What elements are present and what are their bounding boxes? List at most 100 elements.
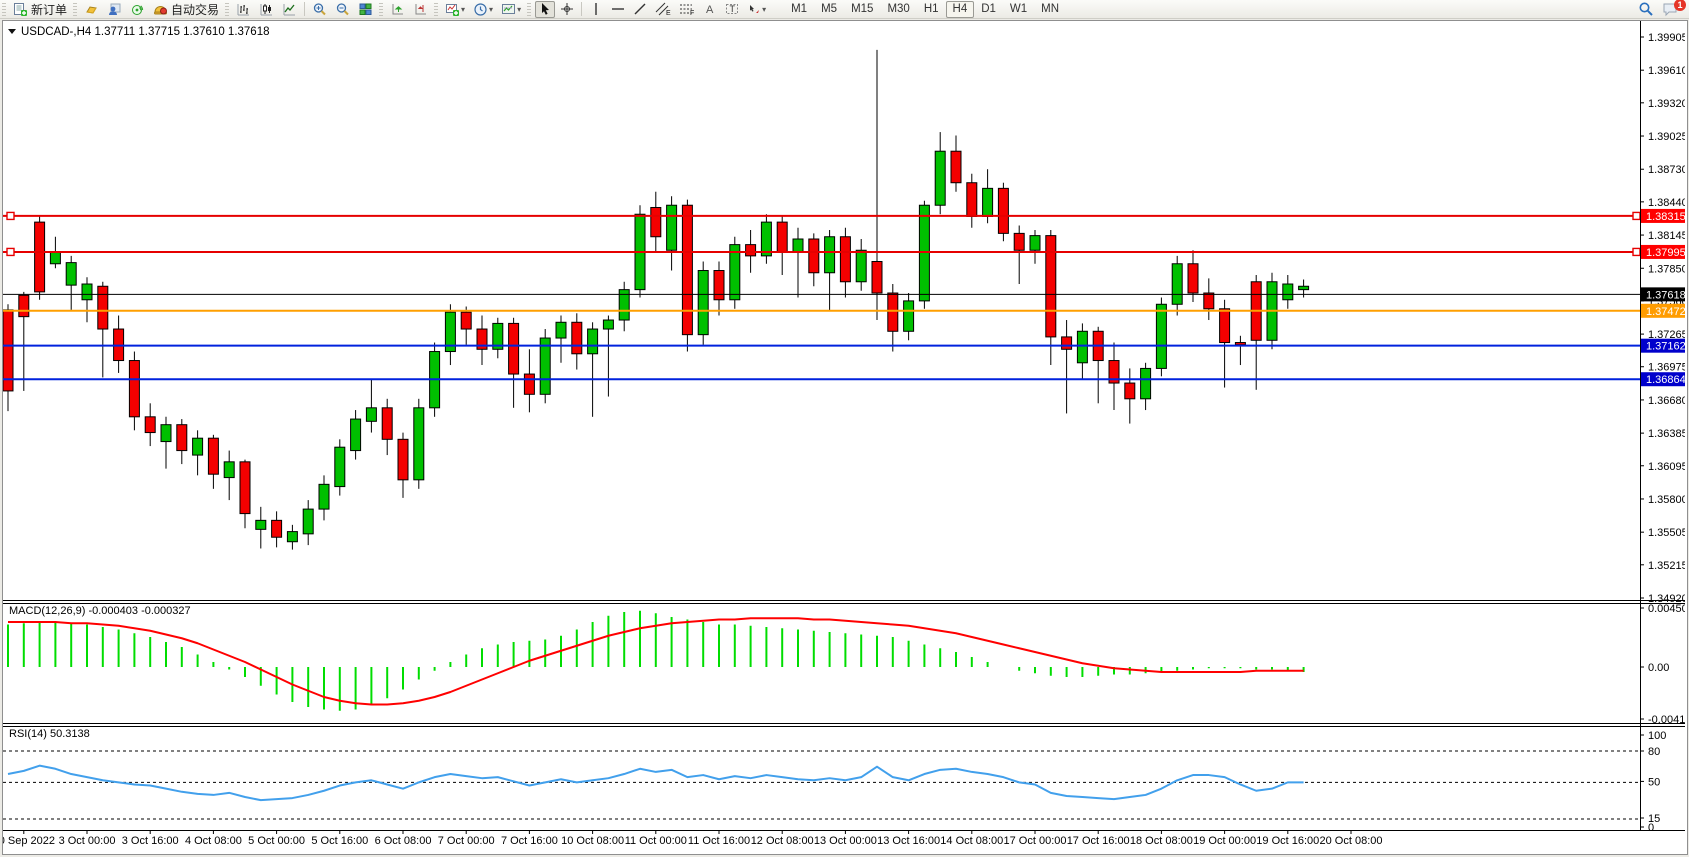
new-order-button[interactable]: 新订单 bbox=[10, 1, 70, 18]
line-handle[interactable] bbox=[6, 247, 15, 257]
profiles-button[interactable]: ▾ bbox=[470, 1, 496, 18]
chart-shift-button[interactable] bbox=[410, 1, 431, 18]
candle bbox=[587, 328, 599, 355]
candle bbox=[1108, 360, 1120, 384]
timeframe-m30-button[interactable]: M30 bbox=[880, 1, 916, 18]
chart-window: USDCAD-,H4 1.37711 1.37715 1.37610 1.376… bbox=[0, 20, 1689, 855]
toolbar-gripper[interactable] bbox=[379, 2, 384, 16]
main-toolbar: 新订单 自动交易 bbox=[0, 0, 1689, 19]
templates-button[interactable]: ▾ bbox=[498, 1, 524, 18]
tile-windows-button[interactable] bbox=[355, 1, 376, 18]
auto-scroll-button[interactable] bbox=[387, 1, 408, 18]
time-tick-label: 19 Oct 00:00 bbox=[1193, 835, 1256, 847]
toolbar-gripper[interactable] bbox=[434, 2, 439, 16]
toolbar-gripper[interactable] bbox=[225, 2, 230, 16]
auto-trading-button[interactable]: 自动交易 bbox=[150, 1, 222, 18]
price-axis[interactable]: 1.39905 1.39610 1.39320 1.39025 1.38730 1.384… bbox=[1640, 21, 1689, 834]
notification-badge: 1 bbox=[1674, 0, 1686, 11]
line-handle[interactable] bbox=[6, 211, 15, 221]
equidistant-channel-tool-button[interactable]: E bbox=[652, 1, 674, 18]
chart-collapse-icon[interactable] bbox=[8, 29, 16, 34]
cursor-tool-button[interactable] bbox=[535, 0, 556, 18]
zoom-out-button[interactable] bbox=[332, 1, 353, 18]
arrows-tool-button[interactable]: ▾ bbox=[744, 1, 769, 18]
signals-button[interactable] bbox=[127, 1, 148, 18]
vertical-line-tool-button[interactable] bbox=[586, 1, 606, 18]
timeframe-d1-button[interactable]: D1 bbox=[974, 1, 1003, 18]
macd-tick-label: 0.004505 bbox=[1648, 603, 1685, 615]
crosshair-tool-button[interactable] bbox=[557, 1, 577, 18]
toolbar-gripper[interactable] bbox=[2, 2, 6, 16]
candle bbox=[982, 187, 994, 217]
trendline-icon bbox=[634, 3, 646, 15]
price-line-badge-label: 1.37162 bbox=[1646, 341, 1685, 353]
text-label-icon: T bbox=[726, 4, 739, 14]
candle bbox=[65, 262, 77, 286]
line-handle[interactable] bbox=[1632, 247, 1641, 257]
time-axis[interactable]: 30 Sep 2022 3 Oct 00:00 3 Oct 16:00 4 Oct 0… bbox=[0, 830, 1383, 847]
candle bbox=[239, 461, 251, 515]
toolbar-separator bbox=[304, 2, 306, 16]
candlestick-chart-button[interactable] bbox=[256, 1, 277, 18]
candle bbox=[523, 373, 535, 395]
new-chart-button[interactable]: ▾ bbox=[442, 1, 468, 18]
rsi-line bbox=[7, 764, 1304, 802]
time-tick-label: 11 Oct 16:00 bbox=[688, 835, 750, 847]
candle bbox=[903, 300, 915, 332]
candle bbox=[776, 221, 788, 254]
candle bbox=[318, 483, 330, 510]
text-label-tool-button[interactable]: T bbox=[722, 1, 742, 18]
toolbar-right-group: 1 bbox=[1634, 0, 1686, 18]
timeframe-m5-button[interactable]: M5 bbox=[814, 1, 844, 18]
candle bbox=[697, 270, 709, 336]
bar-chart-icon bbox=[237, 3, 250, 15]
price-tick-label: 1.38145 bbox=[1648, 230, 1685, 242]
timeframe-h1-button[interactable]: H1 bbox=[917, 1, 946, 18]
horizontal-line-tool-button[interactable] bbox=[608, 1, 628, 18]
candle bbox=[413, 407, 425, 481]
line-chart-button[interactable] bbox=[279, 1, 300, 18]
price-tick-label: 1.36385 bbox=[1648, 428, 1685, 440]
zoom-in-button[interactable] bbox=[309, 1, 330, 18]
trendline-tool-button[interactable] bbox=[630, 1, 650, 18]
line-handle[interactable] bbox=[1632, 211, 1641, 221]
auto-trading-label: 自动交易 bbox=[171, 2, 220, 17]
candle bbox=[934, 150, 946, 206]
timeframe-mn-button[interactable]: MN bbox=[1034, 1, 1066, 18]
price-line-badge bbox=[1641, 287, 1689, 302]
price-tick-label: 1.36975 bbox=[1648, 362, 1685, 374]
new-chart-icon bbox=[446, 3, 460, 16]
search-button[interactable] bbox=[1635, 1, 1657, 18]
svg-text:T: T bbox=[730, 4, 736, 14]
candle bbox=[492, 322, 504, 350]
horizontal-line-icon bbox=[612, 8, 625, 10]
timeframe-m15-button[interactable]: M15 bbox=[844, 1, 880, 18]
macd-label: MACD(12,26,9) -0.000403 -0.000327 bbox=[9, 605, 191, 617]
price-tick-label: 1.36095 bbox=[1648, 461, 1685, 473]
timeframe-w1-button[interactable]: W1 bbox=[1003, 1, 1034, 18]
candle bbox=[555, 321, 567, 339]
line-chart-icon bbox=[283, 3, 296, 15]
candle bbox=[128, 360, 140, 418]
timeframe-toolbar: M1 M5 M15 M30 H1 H4 D1 W1 MN bbox=[784, 0, 1066, 18]
price-line-badge bbox=[1641, 244, 1689, 259]
toolbar-gripper[interactable] bbox=[527, 2, 532, 16]
svg-text:A: A bbox=[706, 4, 714, 16]
timeframe-h4-button[interactable]: H4 bbox=[945, 0, 975, 18]
timeframe-m1-button[interactable]: M1 bbox=[784, 1, 814, 18]
time-tick-label: 17 Oct 16:00 bbox=[1067, 835, 1130, 847]
price-chart[interactable]: USDCAD-,H4 1.37711 1.37715 1.37610 1.376… bbox=[0, 21, 1689, 852]
toolbar-gripper[interactable] bbox=[73, 2, 78, 16]
market-button[interactable] bbox=[81, 1, 102, 18]
candle bbox=[34, 221, 46, 293]
time-tick-label: 11 Oct 00:00 bbox=[625, 835, 687, 847]
fibonacci-tool-button[interactable]: F bbox=[676, 1, 698, 18]
bar-chart-button[interactable] bbox=[233, 1, 254, 18]
text-tool-button[interactable]: A bbox=[700, 1, 720, 18]
notifications-button[interactable]: 1 bbox=[1659, 0, 1686, 18]
price-line-badge-label: 1.37995 bbox=[1646, 247, 1685, 259]
community-button[interactable] bbox=[104, 1, 125, 18]
candle bbox=[271, 519, 283, 538]
time-tick-label: 3 Oct 00:00 bbox=[59, 835, 116, 847]
macd-panel: MACD(12,26,9) -0.000403 -0.000327 bbox=[7, 605, 1305, 711]
